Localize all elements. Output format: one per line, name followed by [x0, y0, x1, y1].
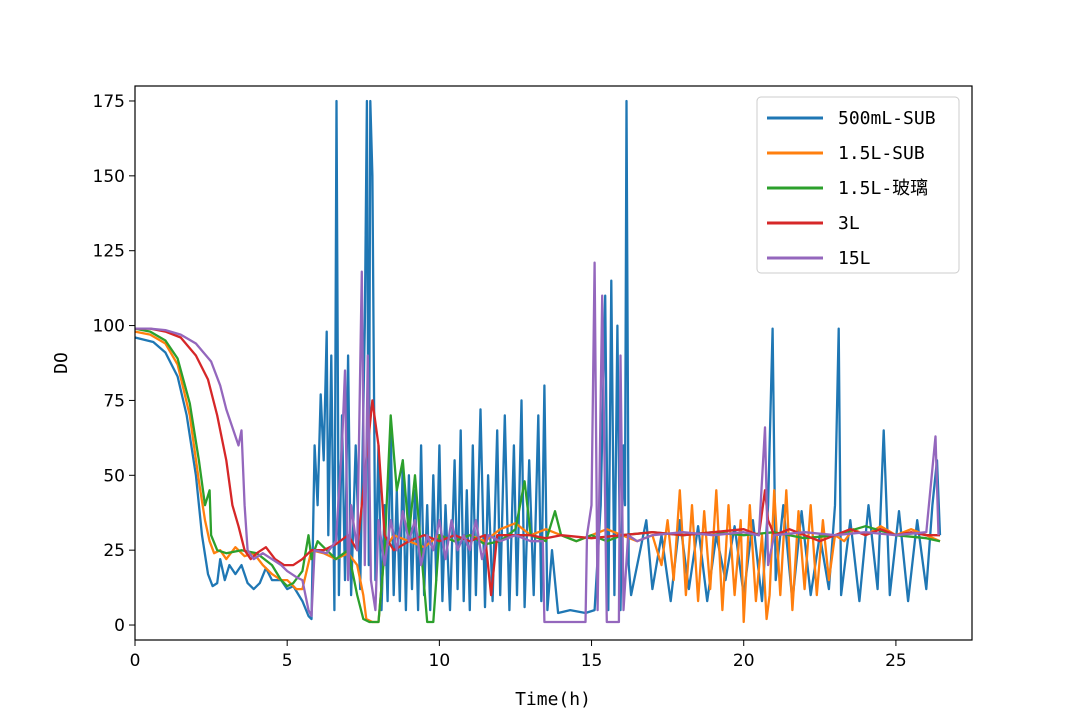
x-tick-label: 0 [130, 651, 141, 671]
x-axis-label: Time(h) [515, 689, 591, 710]
legend-box [756, 96, 960, 274]
legend-label-3: 3L [838, 213, 860, 234]
series-layer [134, 99, 942, 624]
y-tick-label: 175 [93, 92, 125, 112]
series-line-3 [135, 327, 940, 597]
y-tick-label: 75 [103, 391, 125, 411]
y-tick-label: 0 [114, 616, 125, 636]
legend-label-2: 1.5L-玻璃 [838, 178, 928, 199]
legend-label-1: 1.5L-SUB [838, 143, 925, 164]
y-tick-label: 50 [103, 466, 125, 486]
x-tick-label: 15 [581, 651, 603, 671]
legend-label-0: 500mL-SUB [838, 108, 936, 129]
x-tick-label: 20 [733, 651, 755, 671]
y-axis-label: DO [51, 352, 72, 374]
legend-items: 500mL-SUB 1.5L-SUB 1.5L-玻璃 3L 15L [767, 108, 936, 269]
plot-frame [134, 85, 973, 641]
y-tick-label: 150 [93, 167, 125, 187]
x-axis: 0 5 10 15 20 25 [130, 640, 907, 671]
y-tick-label: 100 [93, 317, 125, 337]
x-tick-label: 5 [282, 651, 293, 671]
series-line-4 [135, 261, 940, 624]
series-line-0 [134, 99, 942, 621]
x-tick-label: 10 [429, 651, 451, 671]
legend: 500mL-SUB 1.5L-SUB 1.5L-玻璃 3L 15L [756, 96, 960, 274]
x-tick-label: 25 [885, 651, 907, 671]
y-tick-label: 125 [93, 242, 125, 262]
y-axis: 0 25 50 75 100 125 150 175 [93, 92, 135, 636]
y-tick-label: 25 [103, 541, 125, 561]
legend-label-4: 15L [838, 248, 871, 269]
